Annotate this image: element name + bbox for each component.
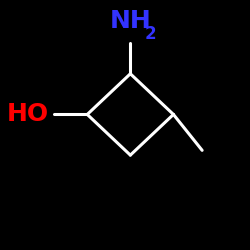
Text: HO: HO [7,102,49,126]
Text: NH: NH [110,9,151,33]
Text: 2: 2 [145,25,156,43]
